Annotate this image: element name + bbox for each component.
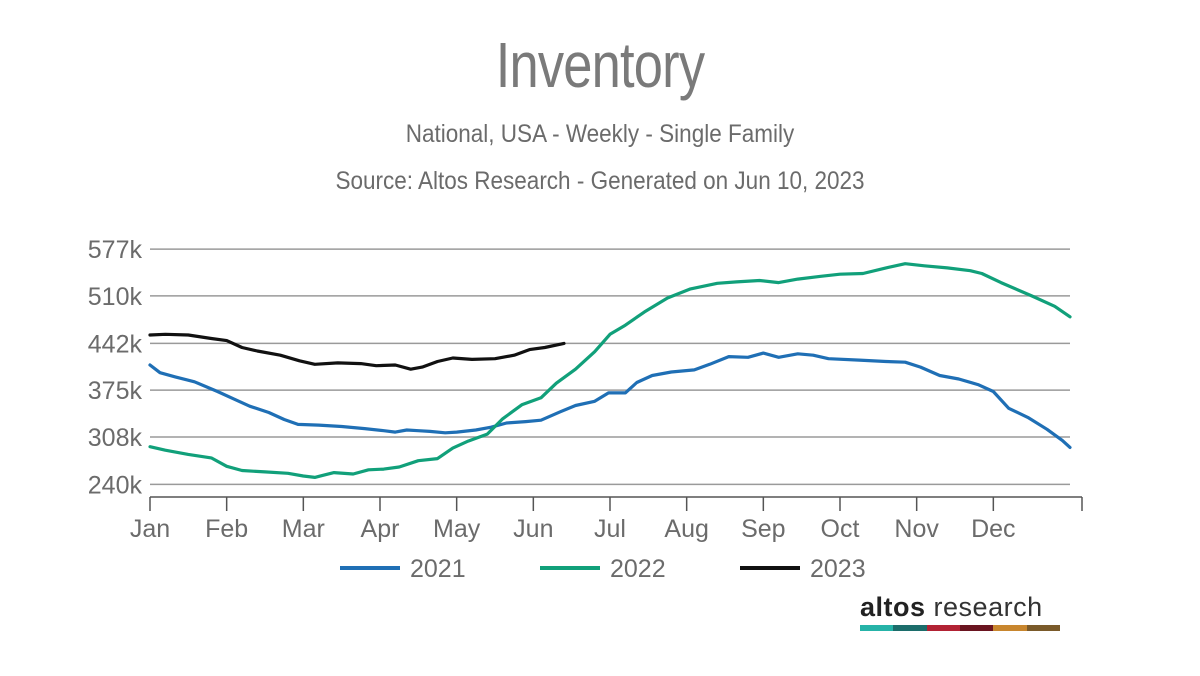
x-tick-label: Feb (205, 515, 248, 543)
logo-wordmark: altos research (860, 592, 1060, 623)
x-tick-label: Jan (130, 515, 170, 543)
x-tick-label: Mar (282, 515, 325, 543)
x-tick-label: Jul (594, 515, 626, 543)
x-tick-label: Aug (664, 515, 708, 543)
x-tick-label: Sep (741, 515, 785, 543)
x-tick-label: Nov (894, 515, 939, 543)
logo-bar-segment (860, 625, 894, 631)
x-tick-label: May (433, 515, 481, 543)
x-axis: Jan Feb Mar Apr May Jun Jul Aug Sep Oct Nov Dec (130, 496, 1083, 543)
chart-source: Source: Altos Research - Generated on Ju… (335, 167, 865, 195)
logo-word-research: research (933, 592, 1043, 622)
logo-word-altos: altos (860, 592, 926, 622)
y-tick-label: 442k (88, 330, 143, 358)
x-tick-label: Oct (821, 515, 860, 543)
x-tick-label: Jun (513, 515, 553, 543)
legend[interactable]: 2021 2022 2023 (340, 555, 866, 583)
legend-label-2022[interactable]: 2022 (610, 555, 666, 583)
altos-research-logo: altos research (860, 592, 1060, 631)
chart-title: Inventory (495, 29, 705, 101)
series-line-2021 (148, 351, 1072, 449)
chart-subtitle: National, USA - Weekly - Single Family (405, 120, 795, 148)
logo-bar-segment (893, 625, 927, 631)
y-tick-label: 308k (88, 424, 143, 452)
y-tick-label: 240k (88, 471, 143, 499)
logo-bar-segment (1026, 625, 1060, 631)
x-tick-label: Apr (361, 515, 400, 543)
series-line-2022 (148, 262, 1072, 479)
y-tick-label: 577k (88, 236, 143, 264)
logo-color-bar (860, 625, 1060, 631)
series-line-2023 (148, 332, 566, 371)
logo-bar-segment (926, 625, 960, 631)
logo-bar-segment (993, 625, 1027, 631)
legend-label-2021[interactable]: 2021 (410, 555, 466, 583)
logo-bar-segment (959, 625, 994, 631)
x-tick-label: Dec (971, 515, 1015, 543)
series-lines (148, 262, 1072, 479)
gridlines (150, 248, 1070, 486)
y-tick-label: 375k (88, 377, 143, 405)
y-axis: 240k 308k 375k 442k 510k 577k (88, 236, 143, 499)
legend-label-2023[interactable]: 2023 (810, 555, 866, 583)
y-tick-label: 510k (88, 283, 143, 311)
